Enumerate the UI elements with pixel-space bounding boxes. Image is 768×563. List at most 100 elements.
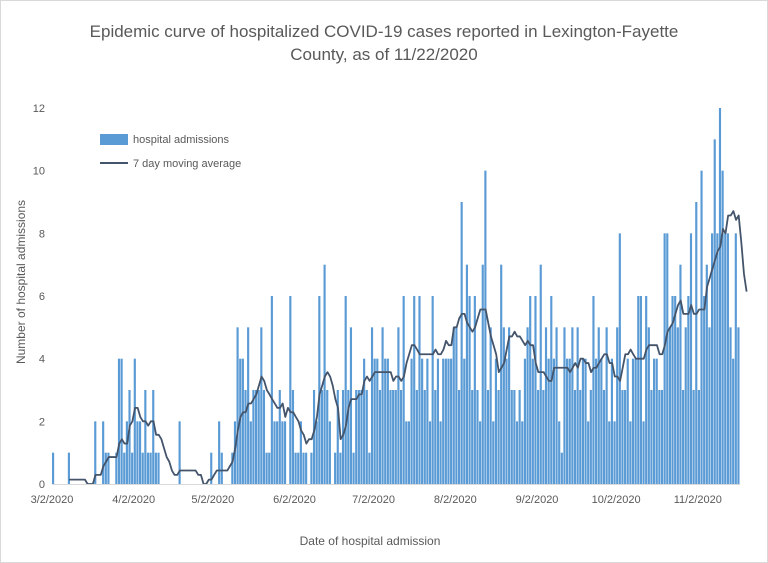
bar — [637, 296, 640, 484]
bar — [457, 390, 461, 484]
bar — [94, 421, 97, 484]
bar — [713, 139, 716, 484]
bar — [492, 421, 495, 484]
bar — [718, 108, 722, 484]
bar — [550, 296, 553, 484]
bar — [692, 390, 695, 484]
bar — [655, 358, 658, 484]
bar — [592, 296, 595, 484]
x-tick-label: 9/2/2020 — [516, 494, 559, 506]
bar — [639, 296, 642, 484]
bar — [647, 327, 650, 484]
x-tick-label: 10/2/2020 — [592, 494, 641, 506]
x-tick-label: 11/2/2020 — [674, 494, 722, 506]
bar — [613, 421, 616, 484]
bar — [439, 421, 442, 484]
bar — [378, 390, 382, 484]
bar — [413, 296, 416, 484]
bar — [705, 264, 708, 484]
bar — [660, 390, 664, 484]
bar — [136, 421, 139, 484]
bar — [542, 390, 545, 484]
bar — [479, 421, 482, 484]
bar — [447, 358, 450, 484]
bar — [663, 233, 666, 484]
bar — [529, 296, 532, 484]
bar — [125, 421, 128, 484]
bar — [610, 358, 613, 484]
bar — [626, 358, 629, 484]
bar — [697, 390, 700, 484]
bar — [689, 233, 693, 484]
bar — [481, 264, 484, 484]
bar — [244, 390, 247, 484]
bar — [431, 296, 434, 484]
x-axis-title: Date of hospital admission — [299, 534, 441, 548]
bar — [721, 170, 724, 485]
bar — [523, 358, 527, 484]
bar — [444, 358, 447, 484]
bar — [573, 390, 577, 484]
bar — [236, 327, 239, 484]
bar — [600, 358, 603, 484]
bar — [141, 452, 144, 484]
bar — [268, 452, 271, 484]
bar — [634, 358, 637, 484]
bar — [138, 421, 142, 484]
bar — [157, 452, 160, 484]
bar — [144, 390, 147, 484]
bar — [270, 296, 273, 484]
bar — [486, 390, 490, 484]
y-tick-label: 4 — [39, 354, 45, 366]
bar — [484, 170, 487, 485]
y-tick-label: 10 — [33, 166, 45, 178]
bar — [152, 390, 155, 484]
bar — [576, 327, 579, 484]
bar — [539, 264, 542, 484]
bar — [370, 327, 374, 484]
bar — [489, 327, 492, 484]
bar — [695, 202, 698, 484]
bar — [668, 327, 671, 484]
bar — [52, 452, 55, 484]
bar — [123, 452, 126, 484]
bar — [415, 390, 418, 484]
bar — [252, 390, 255, 484]
bar — [318, 296, 321, 484]
bar — [700, 170, 703, 485]
bar — [687, 296, 690, 484]
bar — [621, 390, 624, 484]
bar — [344, 296, 347, 484]
bar — [653, 358, 656, 484]
x-tick-label: 8/2/2020 — [434, 494, 477, 506]
bar — [442, 358, 445, 484]
bar — [547, 358, 550, 484]
bar — [642, 421, 645, 484]
bar — [405, 421, 408, 484]
bar — [502, 327, 505, 484]
bar — [281, 421, 284, 484]
bar — [560, 452, 563, 484]
legend-bar-label: hospital admissions — [133, 134, 229, 146]
bar — [494, 358, 498, 484]
bar — [463, 358, 466, 484]
bar — [347, 390, 350, 484]
moving-average-line — [69, 210, 748, 485]
bar — [104, 452, 107, 484]
bar — [555, 327, 558, 484]
bar — [563, 327, 566, 484]
bar — [468, 296, 471, 484]
bar — [402, 296, 405, 484]
y-tick-label: 8 — [39, 228, 45, 240]
bar — [671, 296, 674, 484]
bar — [312, 390, 316, 484]
bar — [283, 421, 287, 484]
bar — [218, 421, 221, 484]
y-axis-title: Number of hospital admissions — [14, 200, 28, 364]
bar — [146, 452, 150, 484]
bar — [476, 390, 479, 484]
bar — [703, 296, 706, 484]
bar — [460, 202, 463, 484]
bar — [711, 233, 714, 484]
